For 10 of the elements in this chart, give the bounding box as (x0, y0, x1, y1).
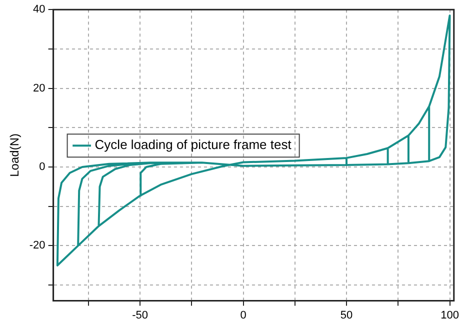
x-tick-label: 100 (440, 309, 459, 322)
legend-label: Cycle loading of picture frame test (94, 137, 292, 152)
y-tick-label: -20 (29, 240, 46, 252)
x-tick-label: -50 (132, 309, 148, 322)
y-tick-label: 40 (33, 4, 46, 16)
x-tick-label: 50 (340, 309, 353, 322)
y-tick-label: 0 (39, 161, 46, 174)
y-axis-title: Load(N) (8, 134, 22, 177)
y-tick-label: 20 (33, 82, 46, 94)
x-tick-label: 0 (240, 309, 246, 322)
